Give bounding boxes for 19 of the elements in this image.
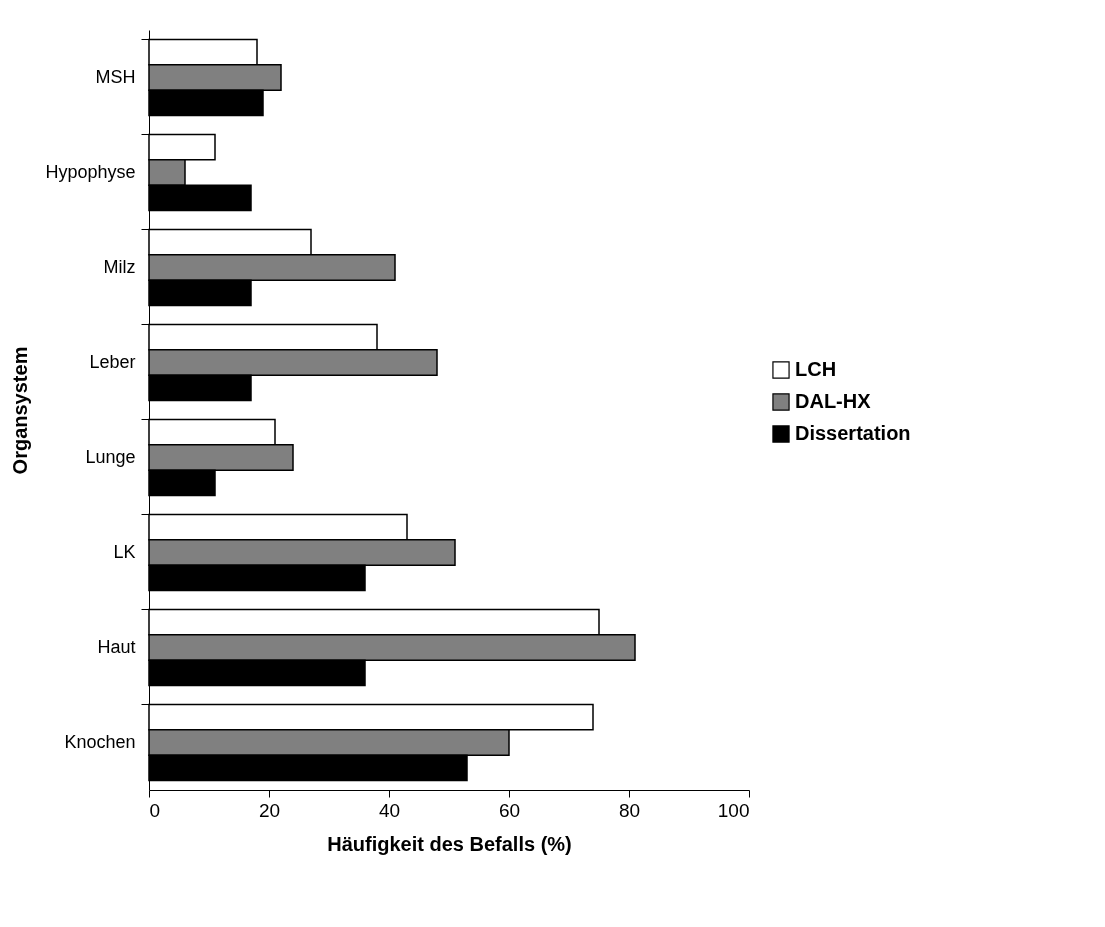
x-tick-label: 0 xyxy=(149,799,161,821)
x-tick-label: 60 xyxy=(498,799,521,821)
y-tick-label: Leber xyxy=(89,351,136,372)
x-tick-label: 100 xyxy=(717,799,750,821)
y-tick-label: Haut xyxy=(97,636,136,657)
y-tick-label: MSH xyxy=(95,66,136,87)
y-tick-label: LK xyxy=(113,541,136,562)
legend-label: LCH xyxy=(795,358,837,380)
y-axis-title: Organsystem xyxy=(9,346,32,475)
x-tick-label: 40 xyxy=(378,799,401,821)
legend-label: Dissertation xyxy=(795,422,911,444)
legend-label: DAL-HX xyxy=(795,390,872,412)
x-axis-title: Häufigkeit des Befalls (%) xyxy=(327,832,572,855)
y-tick-label: Milz xyxy=(103,256,136,277)
y-tick-label: Knochen xyxy=(64,731,136,752)
x-tick-label: 20 xyxy=(258,799,281,821)
y-tick-label: Lunge xyxy=(85,446,136,467)
x-tick-label: 80 xyxy=(618,799,641,821)
y-tick-label: Hypophyse xyxy=(45,161,136,182)
